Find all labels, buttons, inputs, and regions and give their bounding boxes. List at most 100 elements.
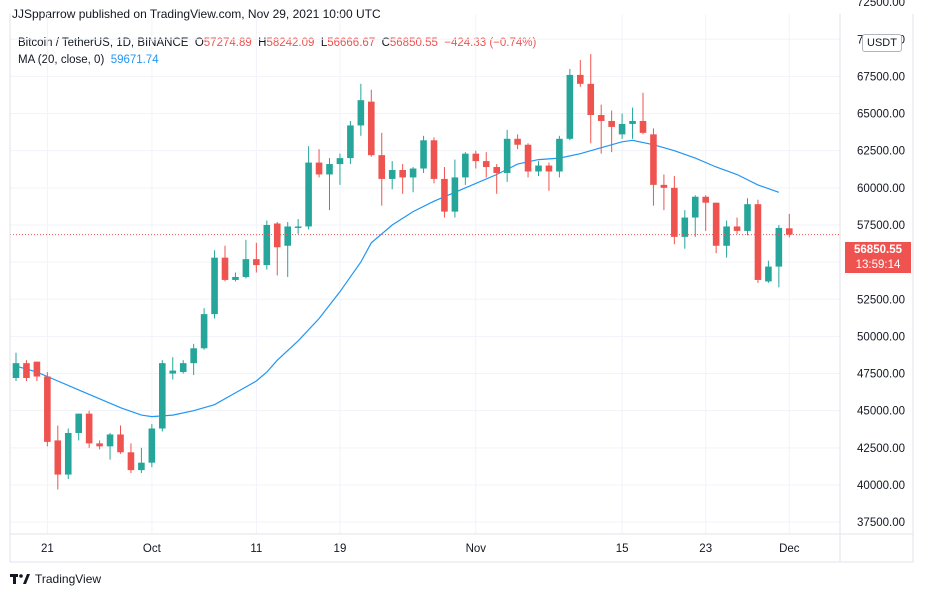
candle-body [148,428,156,463]
candle-down [54,425,62,490]
y-tick-label: 57500.00 [857,220,905,232]
candle-up [775,224,783,288]
chart-grid [10,14,840,534]
ma-row: MA (20, close, 0) 59671.74 [18,52,536,69]
candle-body [765,266,772,282]
candle-body [117,434,124,453]
candle-down [524,143,532,178]
candle-up [75,413,82,441]
footer-brand[interactable]: TradingView [10,572,101,586]
candle-down [33,361,41,381]
tradingview-logo-icon [10,574,30,584]
candle-up [462,152,469,185]
candle-body [535,165,542,172]
candle-body [12,363,20,378]
x-tick-label: Dec [779,543,800,555]
candle-up [566,68,574,141]
candle-body [399,170,406,178]
candle-body [357,100,365,126]
candle-body [211,257,218,315]
candle-up [388,161,396,190]
last-price-badge: 56850.55 13:59:14 [845,242,911,273]
candle-body [430,140,438,179]
candle-body [138,462,145,471]
low-label: L [320,37,328,49]
candle-up [232,272,239,282]
open-label: O [194,37,204,49]
y-tick-label: 60000.00 [857,183,905,195]
candle-down [660,174,668,211]
candle-up [263,220,271,270]
x-tick-label: 21 [41,543,54,555]
candle-down [430,137,438,184]
x-tick-label: 19 [334,543,347,555]
candle-up [618,113,626,139]
candle-down [597,104,605,154]
candle-down [639,92,647,135]
candle-body [608,120,615,127]
low-value: 56666.67 [327,37,376,49]
candle-body [284,226,291,246]
candle-body [671,187,678,237]
candles-layer [12,54,793,490]
candle-down [44,372,51,447]
candle-body [23,363,30,378]
x-tick-label: 11 [250,543,262,555]
candle-up [629,107,636,139]
y-tick-label: 42500.00 [857,443,905,455]
candle-body [462,153,469,178]
candle-up [190,343,197,376]
candle-body [754,204,762,280]
bar-countdown: 13:59:14 [855,259,901,271]
candle-down [472,150,480,169]
y-tick-label: 67500.00 [857,71,905,83]
candle-body [566,74,574,139]
symbol-title[interactable]: Bitcoin / TetherUS, 1D, BINANCE [18,37,189,49]
candle-body [159,363,166,429]
y-tick-label: 72500.00 [857,0,905,9]
candle-down [96,440,103,450]
candle-body [347,125,354,159]
publisher-line: JJSpparrow published on TradingView.com,… [12,7,381,21]
candle-body [221,257,229,280]
currency-unit-button[interactable]: USDT [862,34,902,52]
candle-down [712,202,720,254]
ohlc-row: Bitcoin / TetherUS, 1D, BINANCE O57274.8… [18,35,536,52]
candle-body [378,155,386,179]
y-tick-label: 47500.00 [857,369,905,381]
ma-label[interactable]: MA (20, close, 0) [18,54,105,66]
candle-up [347,120,354,165]
candle-up [106,432,114,460]
candle-up [420,135,427,173]
y-tick-label: 40000.00 [857,480,905,492]
candle-up [169,357,177,380]
candle-down [378,132,386,206]
ma-layer [15,139,780,418]
candle-body [420,140,427,169]
candle-up [556,135,563,178]
candle-up [305,146,312,230]
candle-body [44,376,51,442]
candle-body [85,413,93,444]
candle-up [284,222,291,277]
candle-body [660,184,668,188]
chart-legend: Bitcoin / TetherUS, 1D, BINANCE O57274.8… [18,35,536,69]
candle-up [148,424,156,468]
candle-body [273,223,281,248]
candle-body [179,363,187,373]
candle-up [242,239,250,279]
candle-up [200,308,208,350]
candle-down [482,152,490,178]
candle-body [786,228,793,235]
x-axis-ticks: 21 Oct 11 19 Nov 15 23 Dec [41,543,800,555]
candle-body [441,178,448,212]
candle-up [357,83,365,136]
candle-body [650,134,657,185]
candle-down [587,54,595,144]
candle-down [786,213,793,238]
candle-body [336,158,344,165]
candle-down [493,164,500,194]
candle-up [159,360,166,432]
candle-body [597,115,605,121]
